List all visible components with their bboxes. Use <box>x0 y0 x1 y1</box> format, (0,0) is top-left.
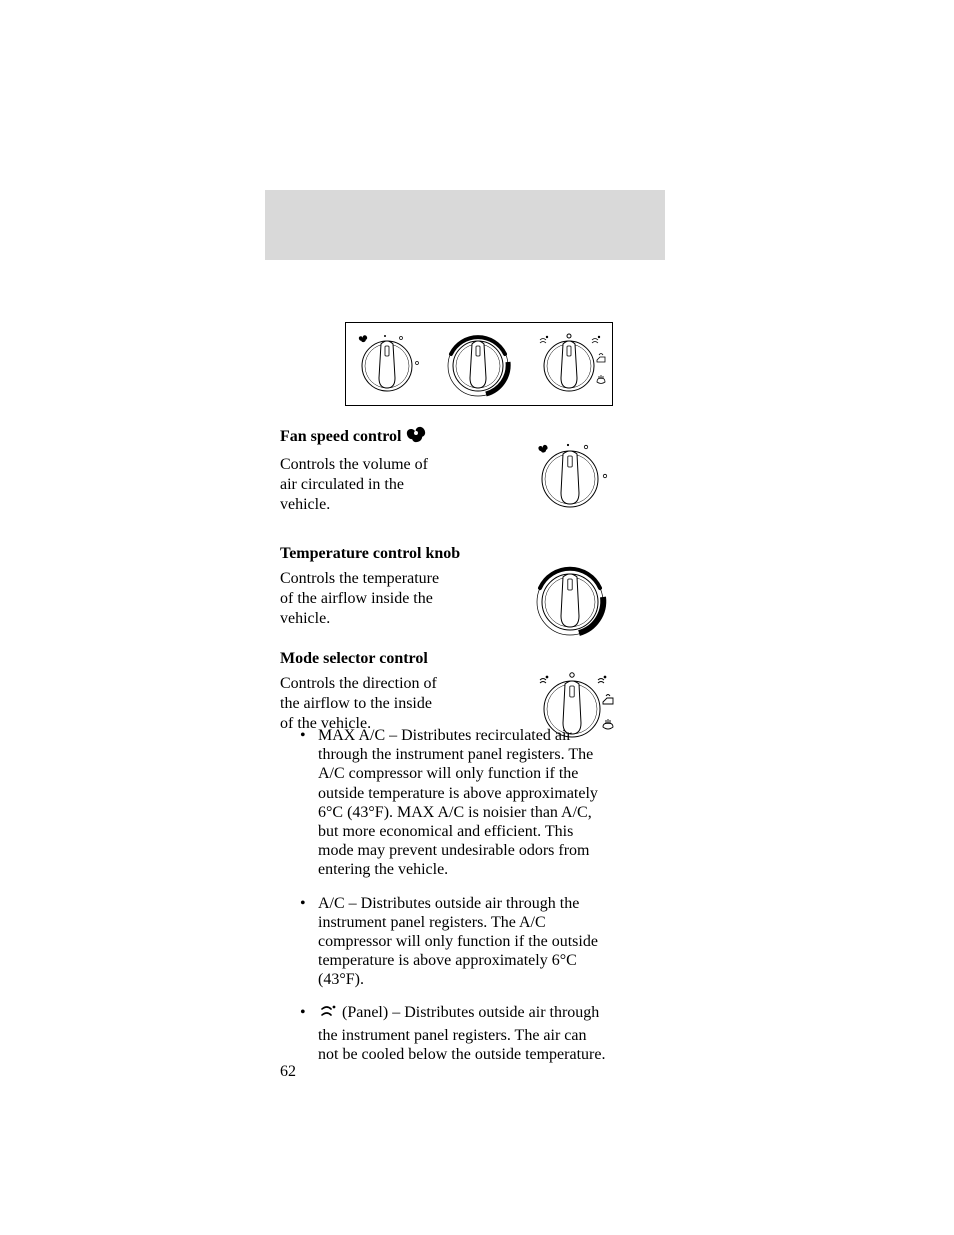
section-mode-selector: Mode selector control Controls the direc… <box>280 650 440 734</box>
body-fan-speed: Controls the volume of air circulated in… <box>280 455 440 515</box>
panel-vent-icon <box>318 1004 338 1025</box>
body-temperature: Controls the temperature of the airflow … <box>280 569 440 629</box>
heading-mode: Mode selector control <box>280 650 440 668</box>
header-band <box>265 190 665 260</box>
body-mode: Controls the direction of the airflow to… <box>280 674 440 734</box>
mode-item-panel: (Panel) – Distributes outside air throug… <box>300 1003 610 1064</box>
page-number: 62 <box>280 1063 296 1081</box>
heading-fan-speed: Fan speed control <box>280 422 440 449</box>
heading-temperature: Temperature control knob <box>280 545 460 563</box>
climate-panel-illustration <box>345 322 611 404</box>
mode-item-max-ac: MAX A/C – Distributes recirculated air t… <box>300 726 610 880</box>
mode-descriptions-list: MAX A/C – Distributes recirculated air t… <box>300 726 610 1078</box>
page: Fan speed control Controls the volume of… <box>0 0 954 1235</box>
heading-fan-text: Fan speed control <box>280 428 405 445</box>
temp-dial-illustration <box>530 565 610 644</box>
mode-text-ac: A/C – Distributes outside air through th… <box>318 895 598 989</box>
mode-text-max-ac: MAX A/C – Distributes recirculated air t… <box>318 727 598 878</box>
fan-icon <box>405 422 427 449</box>
section-fan-speed: Fan speed control Controls the volume of… <box>280 422 440 515</box>
section-temperature: Temperature control knob Controls the te… <box>280 545 460 629</box>
fan-dial-illustration <box>530 442 610 521</box>
panel-frame <box>345 322 613 406</box>
mode-item-ac: A/C – Distributes outside air through th… <box>300 894 610 990</box>
mode-text-panel: (Panel) – Distributes outside air throug… <box>318 1004 605 1062</box>
